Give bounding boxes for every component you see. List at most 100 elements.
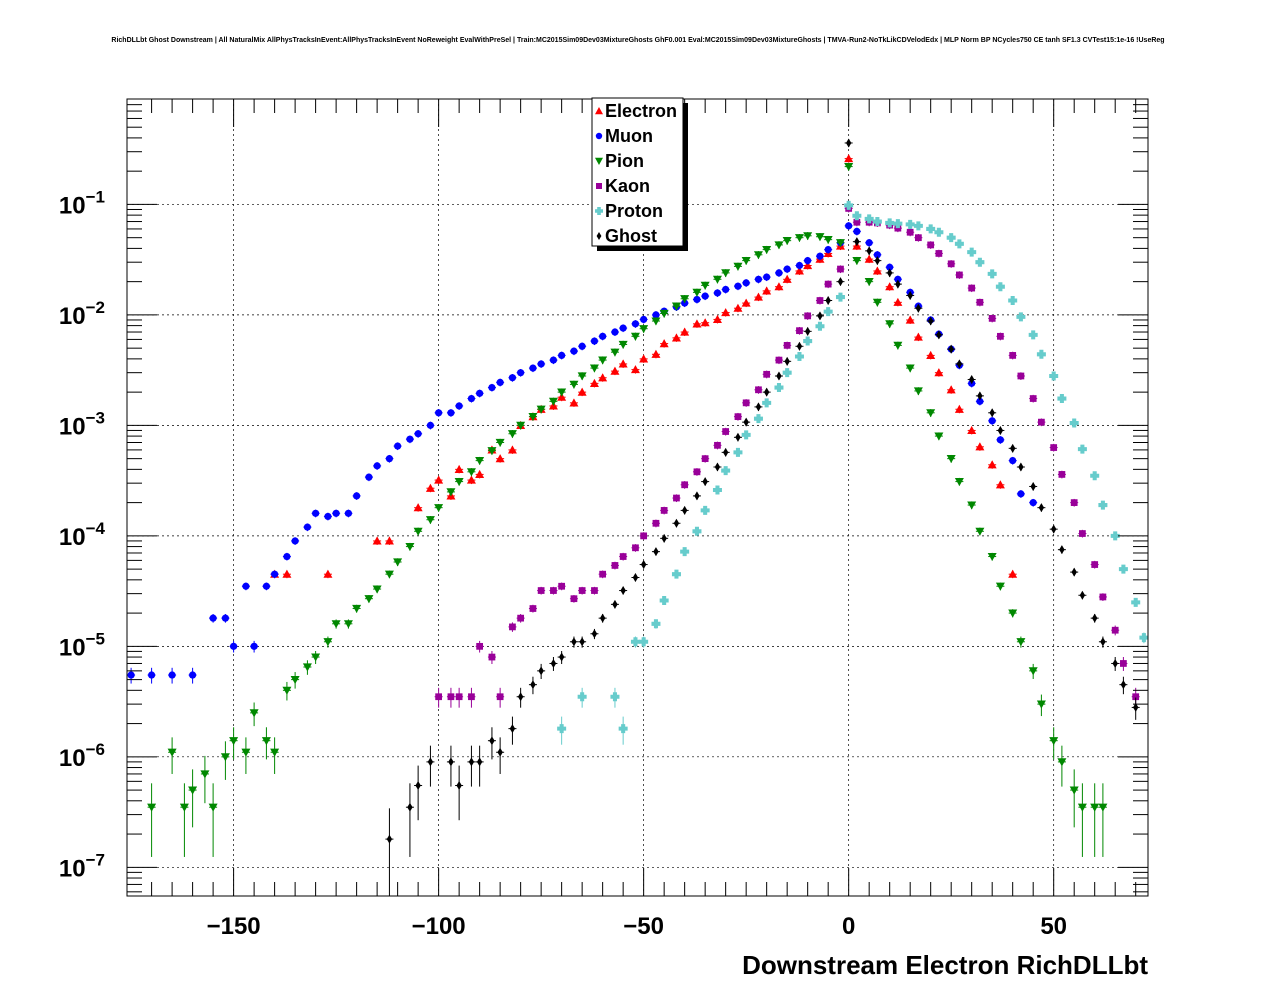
data-point: [1050, 524, 1057, 534]
data-point: [997, 332, 1004, 340]
data-point: [557, 392, 567, 401]
data-point: [722, 428, 730, 435]
data-point: [1091, 561, 1099, 568]
data-point: [1057, 758, 1067, 767]
data-point: [934, 227, 944, 237]
data-point: [680, 327, 690, 336]
y-axis-tick-labels: 10−710−610−510−410−310−210−1: [59, 187, 106, 882]
data-point: [927, 316, 934, 326]
data-point: [714, 441, 721, 449]
data-point: [913, 221, 923, 231]
legend-label-muon: Muon: [605, 126, 653, 146]
data-point: [1070, 499, 1078, 506]
data-point: [590, 337, 599, 345]
data-point: [1028, 330, 1038, 340]
data-point: [734, 282, 742, 290]
data-point: [270, 748, 280, 757]
data-point: [794, 234, 804, 243]
data-point: [659, 596, 669, 606]
data-point: [1059, 545, 1065, 555]
data-point: [671, 302, 681, 311]
y-tick-label: 10−5: [59, 629, 105, 661]
data-point: [536, 405, 546, 414]
data-point: [610, 366, 620, 375]
data-point: [249, 709, 259, 718]
data-point: [852, 211, 862, 221]
data-point: [517, 614, 525, 622]
data-point: [967, 247, 977, 257]
data-point: [1038, 503, 1045, 513]
data-point: [722, 447, 729, 457]
data-point: [1017, 372, 1025, 380]
data-point: [693, 295, 701, 304]
data-point: [817, 311, 823, 321]
data-point: [596, 183, 602, 189]
y-tick-exponent: −4: [86, 519, 106, 538]
data-point: [987, 552, 997, 562]
data-point: [1008, 609, 1018, 618]
x-tick-label: 50: [1040, 913, 1067, 940]
data-point: [323, 569, 333, 578]
data-point: [468, 693, 475, 701]
data-point: [988, 417, 996, 425]
data-point: [497, 747, 503, 757]
data-point: [721, 269, 731, 278]
data-point: [886, 268, 893, 278]
data-point: [782, 237, 792, 246]
data-point: [956, 271, 963, 279]
data-point: [618, 359, 628, 368]
data-point: [976, 298, 984, 306]
data-point: [776, 371, 782, 381]
data-point: [209, 614, 217, 622]
data-point: [394, 442, 402, 450]
data-point: [692, 526, 702, 536]
data-point: [721, 308, 731, 317]
data-point: [425, 516, 435, 525]
data-point: [475, 469, 485, 479]
data-point: [446, 488, 456, 497]
data-point: [495, 454, 505, 463]
data-point: [845, 222, 853, 230]
data-point: [775, 269, 783, 277]
data-point: [700, 505, 710, 515]
data-point: [476, 642, 484, 650]
data-point: [1090, 471, 1100, 481]
data-point: [894, 275, 902, 283]
data-point: [384, 536, 394, 545]
data-point: [1009, 443, 1016, 453]
data-point: [671, 569, 681, 579]
data-point: [1120, 660, 1127, 667]
data-point: [934, 432, 944, 441]
y-tick-label: 10−4: [59, 519, 106, 551]
data-point: [577, 692, 587, 702]
data-point: [508, 374, 517, 382]
data-point: [208, 803, 218, 812]
data-point: [927, 241, 935, 249]
data-point: [468, 757, 475, 767]
data-point: [332, 509, 340, 517]
data-point: [415, 781, 421, 791]
data-point: [516, 421, 526, 430]
data-point: [837, 265, 844, 273]
data-point: [954, 239, 964, 249]
data-point: [885, 282, 895, 291]
data-point: [701, 292, 709, 300]
data-point: [795, 261, 804, 270]
data-point: [632, 572, 639, 582]
data-point: [598, 373, 608, 382]
data-point: [1098, 500, 1108, 510]
y-tick-exponent: −7: [86, 850, 105, 869]
data-point: [589, 364, 599, 373]
data-point: [775, 356, 783, 364]
y-tick-mantissa: 10: [59, 634, 86, 661]
data-point: [995, 582, 1005, 591]
data-point: [692, 288, 702, 297]
data-point: [631, 320, 640, 328]
data-point: [913, 387, 923, 396]
data-point: [550, 587, 557, 594]
data-point: [1139, 633, 1149, 643]
data-point: [815, 233, 825, 242]
data-point: [659, 339, 669, 348]
data-point: [529, 364, 537, 372]
